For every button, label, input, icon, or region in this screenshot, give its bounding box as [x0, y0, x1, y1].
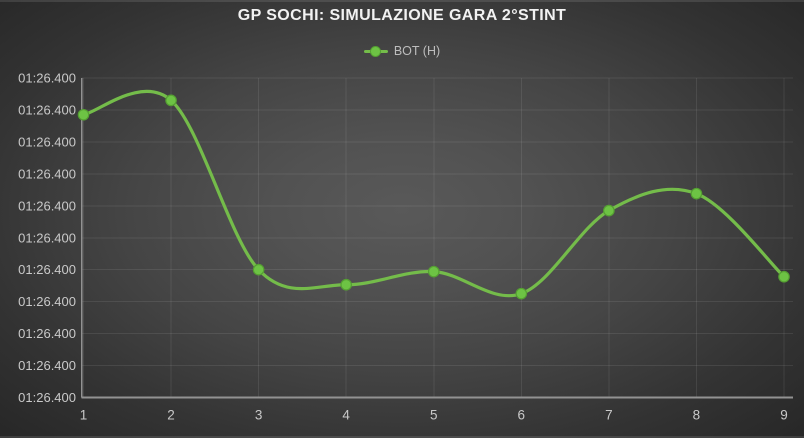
- data-point-marker: [427, 265, 440, 278]
- data-point-marker: [252, 263, 265, 276]
- data-point-marker: [165, 94, 177, 107]
- y-tick-label: 01:26.400: [18, 326, 76, 341]
- x-tick-label: 4: [342, 408, 350, 423]
- x-tick-label: 9: [780, 408, 788, 423]
- frame-highlight-top: [0, 0, 804, 2]
- legend-dot-icon: [369, 45, 381, 57]
- data-point-marker: [690, 187, 703, 200]
- y-tick-label: 01:26.400: [18, 230, 76, 245]
- y-tick-label: 01:26.400: [18, 358, 76, 373]
- chart-title: GP SOCHI: SIMULAZIONE GARA 2°STINT: [237, 7, 567, 24]
- legend-series-label: BOT (H): [393, 44, 441, 58]
- x-tick-label: 3: [255, 408, 263, 423]
- data-point-marker: [77, 108, 90, 121]
- y-tick-label: 01:26.400: [18, 390, 76, 405]
- y-tick-label: 01:26.400: [18, 198, 76, 213]
- legend: BOT (H): [0, 44, 804, 58]
- data-point-marker: [778, 270, 790, 283]
- y-tick-label: 01:26.400: [18, 71, 76, 86]
- x-tick-label: 5: [430, 408, 438, 423]
- x-tick-label: 2: [167, 408, 175, 423]
- data-point-marker: [603, 204, 615, 217]
- y-tick-label: 01:26.400: [18, 102, 76, 117]
- x-tick-label: 8: [693, 408, 701, 423]
- y-tick-label: 01:26.400: [18, 134, 76, 149]
- frame-highlight-bottom: [0, 436, 804, 438]
- y-tick-label: 01:26.400: [18, 262, 76, 277]
- x-tick-label: 1: [80, 408, 88, 423]
- data-point-marker: [340, 278, 352, 291]
- data-point-marker: [515, 287, 528, 300]
- x-tick-label: 7: [605, 408, 613, 423]
- y-tick-label: 01:26.400: [18, 294, 76, 309]
- y-tick-label: 01:26.400: [18, 166, 76, 181]
- x-tick-label: 6: [518, 408, 526, 423]
- legend-series-marker-icon: [363, 45, 388, 58]
